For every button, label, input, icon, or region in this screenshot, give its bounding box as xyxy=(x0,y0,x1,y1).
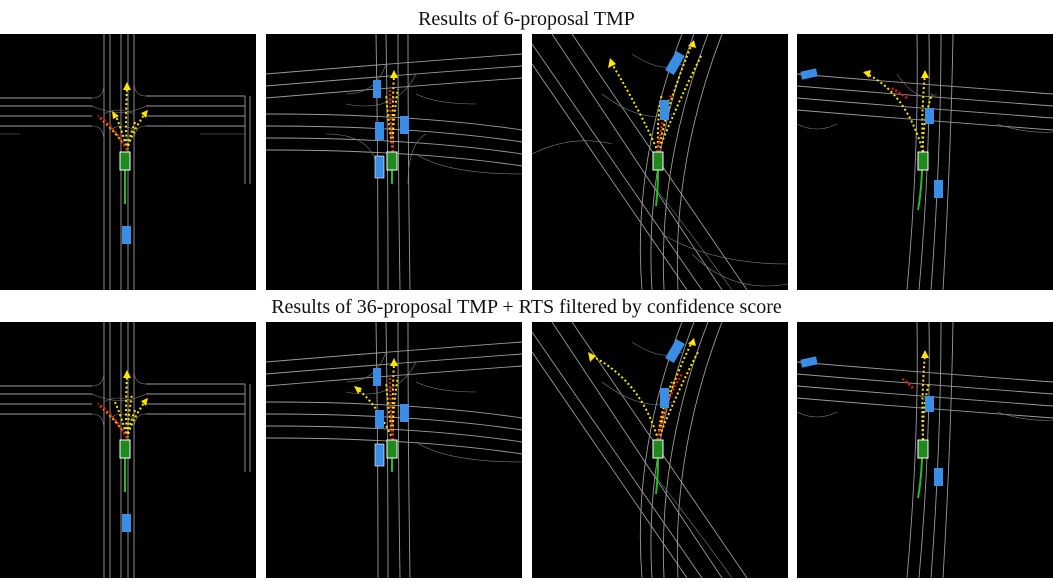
trajectory-arrow-icon xyxy=(123,82,131,90)
agent-vehicle-icon xyxy=(400,116,409,134)
scene-4-map-filtered xyxy=(797,322,1053,578)
agent-vehicle-icon xyxy=(375,410,384,428)
trajectory-arrow-icon xyxy=(688,40,696,48)
ego-vehicle-icon xyxy=(119,439,131,459)
predicted-trajectories xyxy=(97,370,148,439)
scene-4-map xyxy=(797,34,1053,290)
agent-vehicle-icon xyxy=(373,368,381,386)
trajectory-arrow-icon xyxy=(354,386,362,394)
road-network xyxy=(0,34,251,290)
trajectory-arrow-icon xyxy=(390,70,398,78)
ego-vehicle-icon xyxy=(119,151,131,171)
agent-vehicle-icon xyxy=(400,404,409,422)
ego-vehicle-icon xyxy=(917,439,929,459)
agent-vehicle-icon xyxy=(375,122,384,140)
agent-vehicle-icon xyxy=(374,443,385,467)
scene-2-map xyxy=(266,34,522,290)
ego-vehicle-icon xyxy=(917,151,929,171)
trajectory-arrow-icon xyxy=(608,58,616,68)
trajectory-arrow-icon xyxy=(141,398,148,406)
scene-3-map-filtered xyxy=(532,322,788,578)
ego-vehicle-icon xyxy=(386,439,398,459)
agent-vehicle-icon xyxy=(925,396,934,412)
agent-vehicle-icon xyxy=(665,50,685,76)
row-36-proposal xyxy=(0,322,1053,578)
road-network xyxy=(532,322,748,578)
ego-history xyxy=(655,169,659,207)
agent-vehicle-icon xyxy=(122,226,131,244)
predicted-trajectories xyxy=(608,40,703,153)
top-caption: Results of 6-proposal TMP xyxy=(418,8,635,30)
trajectory-arrow-icon xyxy=(921,70,929,78)
ego-history xyxy=(655,457,659,495)
agent-vehicle-icon xyxy=(934,468,943,486)
ego-vehicle-icon xyxy=(652,439,664,459)
predicted-trajectories xyxy=(900,350,930,441)
agent-vehicle-icon xyxy=(665,338,685,364)
scene-1-map-filtered xyxy=(0,322,256,578)
agent-vehicle-icon xyxy=(925,108,934,124)
agent-vehicle-icon xyxy=(373,80,381,98)
agent-vehicle-icon xyxy=(800,68,818,80)
scene-3-map xyxy=(532,34,788,290)
predicted-trajectories xyxy=(863,70,933,153)
trajectory-arrow-icon xyxy=(688,338,696,346)
trajectory-arrow-icon xyxy=(921,350,929,358)
agent-vehicle-icon xyxy=(374,155,385,179)
trajectory-arrow-icon xyxy=(390,358,398,366)
agent-vehicle-icon xyxy=(122,514,131,532)
trajectory-arrow-icon xyxy=(863,70,871,78)
row-6-proposal xyxy=(0,34,1053,290)
ego-vehicle-icon xyxy=(386,151,398,171)
agent-vehicle-icon xyxy=(800,356,818,368)
predicted-trajectories xyxy=(588,338,699,441)
predicted-trajectories xyxy=(354,358,399,441)
predicted-trajectories xyxy=(97,82,148,151)
agent-vehicle-icon xyxy=(934,180,943,198)
trajectory-arrow-icon xyxy=(588,352,596,362)
agent-vehicle-icon xyxy=(660,388,669,408)
bottom-caption: Results of 36-proposal TMP + RTS filtere… xyxy=(271,296,782,318)
ego-history xyxy=(917,169,923,211)
agent-vehicle-icon xyxy=(660,100,669,120)
trajectory-arrow-icon xyxy=(141,110,148,118)
trajectory-arrow-icon xyxy=(123,370,131,378)
scene-2-map-filtered xyxy=(266,322,522,578)
ego-vehicle-icon xyxy=(652,151,664,171)
trajectory-arrow-icon xyxy=(112,111,119,119)
scene-1-map xyxy=(0,34,256,290)
ego-history xyxy=(917,457,923,499)
predicted-trajectories xyxy=(385,70,399,153)
